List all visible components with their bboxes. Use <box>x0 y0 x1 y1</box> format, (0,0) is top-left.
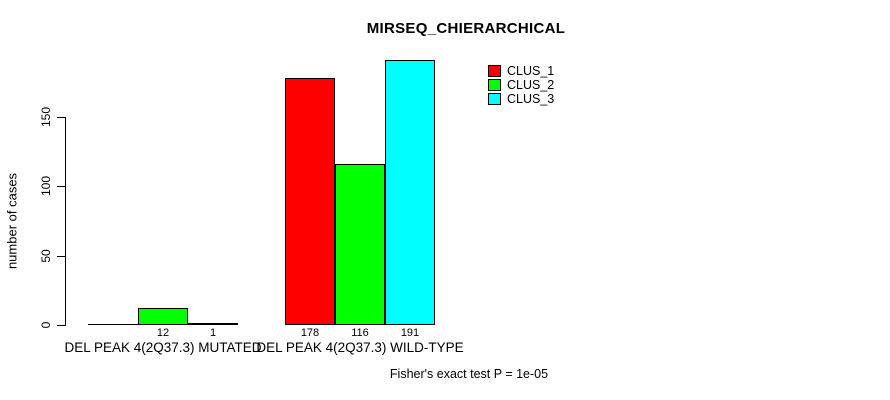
bar-segment <box>385 60 435 325</box>
legend: CLUS_1 CLUS_2 CLUS_3 <box>488 64 554 106</box>
bar-segment <box>138 308 188 325</box>
y-axis-tick <box>57 325 65 326</box>
category-label: DEL PEAK 4(2Q37.3) MUTATED <box>64 340 262 355</box>
bar-value-label: 1 <box>209 327 217 339</box>
y-axis-tick <box>57 117 65 118</box>
chart-title: MIRSEQ_CHIERARCHICAL <box>366 20 566 37</box>
y-axis-tick-label: 100 <box>39 175 53 197</box>
bar-segment <box>188 323 238 325</box>
y-axis-tick-label: 50 <box>39 249 53 263</box>
legend-swatch <box>488 93 501 105</box>
y-axis-line <box>65 117 66 326</box>
bar-segment <box>88 324 138 325</box>
bar-segment <box>285 78 335 325</box>
stat-annotation: Fisher's exact test P = 1e-05 <box>389 367 549 381</box>
bar-segment <box>335 164 385 325</box>
y-axis-tick <box>57 186 65 187</box>
category-label: DEL PEAK 4(2Q37.3) WILD-TYPE <box>256 340 464 355</box>
legend-row: CLUS_3 <box>488 92 554 106</box>
legend-row: CLUS_1 <box>488 64 554 78</box>
legend-label: CLUS_1 <box>507 64 555 78</box>
y-axis-tick-label: 0 <box>39 321 53 329</box>
y-axis-title: number of cases <box>4 172 20 270</box>
legend-row: CLUS_2 <box>488 78 554 92</box>
bar-value-label: 116 <box>351 327 369 339</box>
legend-swatch <box>488 65 501 77</box>
y-axis-tick <box>57 256 65 257</box>
legend-label: CLUS_2 <box>507 78 555 92</box>
bar-value-label: 191 <box>400 327 420 339</box>
y-axis-tick-label: 150 <box>39 106 53 128</box>
legend-label: CLUS_3 <box>507 92 555 106</box>
bar-value-label: 178 <box>300 327 320 339</box>
bar-value-label: 12 <box>156 327 170 339</box>
legend-swatch <box>488 79 501 91</box>
